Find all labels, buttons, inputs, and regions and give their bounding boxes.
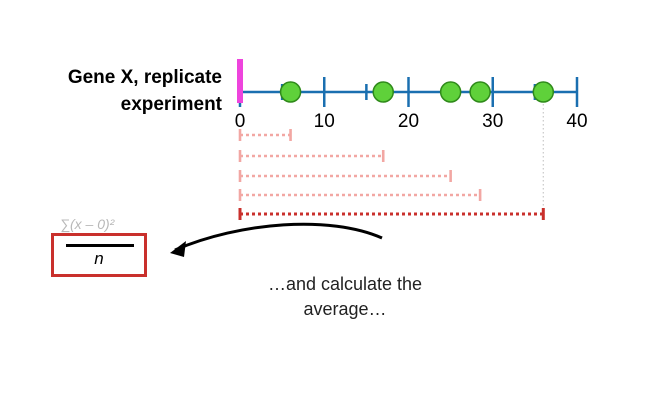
formula-numerator: ∑(x – 0)² — [60, 216, 115, 232]
data-point — [439, 81, 462, 103]
tick-labels: 0 10 20 30 40 — [235, 111, 588, 132]
arrow-curve — [174, 222, 383, 252]
data-point — [532, 81, 555, 103]
caption-line-2: average… — [303, 299, 387, 319]
tick-label: 40 — [566, 111, 587, 132]
tick-label: 20 — [398, 111, 419, 132]
gene-label: Gene X, replicate experiment — [20, 64, 222, 118]
tick-label: 0 — [235, 111, 246, 132]
data-point — [469, 81, 491, 103]
formula-box — [51, 233, 147, 277]
arrow-head — [170, 241, 186, 257]
distance-lines — [238, 129, 545, 220]
mean-marker — [237, 59, 243, 103]
data-points — [279, 81, 555, 103]
caption: …and calculate the average… — [215, 272, 475, 322]
data-point — [279, 81, 302, 103]
mean-marker-bar — [237, 59, 243, 103]
formula-denominator: n — [94, 249, 104, 268]
gene-label-line-1: Gene X, replicate — [67, 67, 222, 88]
tick-label: 10 — [314, 111, 335, 132]
caption-line-1: …and calculate the — [267, 274, 423, 294]
tick-label: 30 — [482, 111, 503, 132]
formula-fraction-bar — [66, 244, 134, 247]
data-point — [372, 81, 394, 103]
gene-label-line-2: experiment — [120, 94, 222, 115]
